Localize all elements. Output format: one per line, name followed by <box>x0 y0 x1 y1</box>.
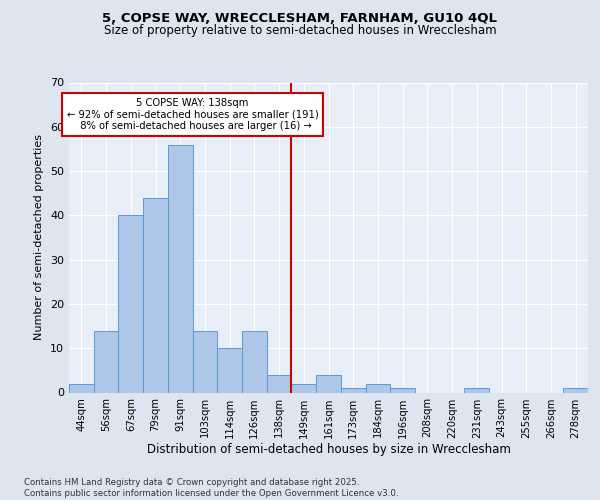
Text: Distribution of semi-detached houses by size in Wrecclesham: Distribution of semi-detached houses by … <box>147 442 511 456</box>
Bar <box>341 388 365 392</box>
Bar <box>217 348 242 393</box>
Bar <box>168 144 193 392</box>
Bar <box>292 384 316 392</box>
Bar <box>143 198 168 392</box>
Text: Size of property relative to semi-detached houses in Wrecclesham: Size of property relative to semi-detach… <box>104 24 496 37</box>
Bar <box>94 330 118 392</box>
Bar <box>563 388 588 392</box>
Bar <box>193 330 217 392</box>
Bar <box>365 384 390 392</box>
Text: Contains HM Land Registry data © Crown copyright and database right 2025.
Contai: Contains HM Land Registry data © Crown c… <box>24 478 398 498</box>
Bar <box>118 216 143 392</box>
Text: 5 COPSE WAY: 138sqm
← 92% of semi-detached houses are smaller (191)
  8% of semi: 5 COPSE WAY: 138sqm ← 92% of semi-detach… <box>67 98 319 131</box>
Bar <box>316 375 341 392</box>
Bar <box>242 330 267 392</box>
Y-axis label: Number of semi-detached properties: Number of semi-detached properties <box>34 134 44 340</box>
Bar <box>267 375 292 392</box>
Bar <box>390 388 415 392</box>
Bar <box>69 384 94 392</box>
Text: 5, COPSE WAY, WRECCLESHAM, FARNHAM, GU10 4QL: 5, COPSE WAY, WRECCLESHAM, FARNHAM, GU10… <box>103 12 497 26</box>
Bar <box>464 388 489 392</box>
